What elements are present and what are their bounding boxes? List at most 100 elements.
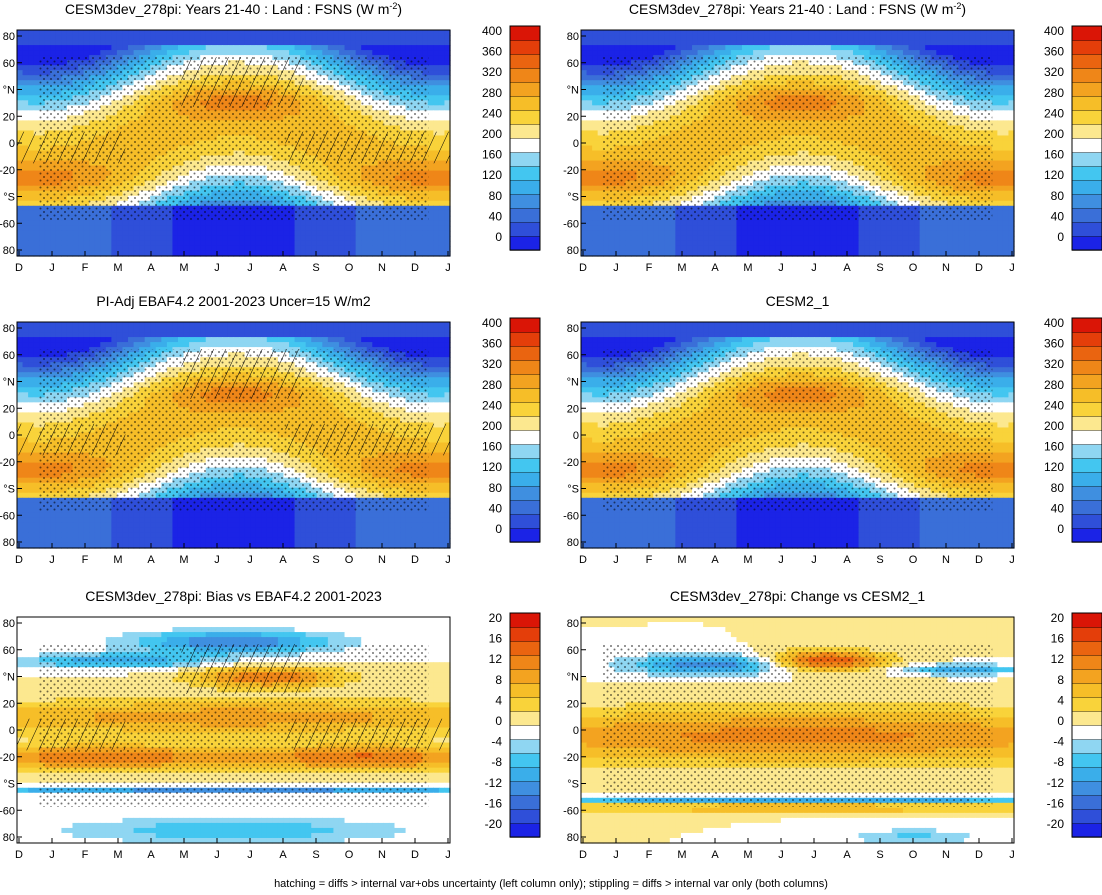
heatmap-cell [294, 220, 301, 227]
heatmap-cell [44, 230, 51, 237]
y-tick-label: 0 [9, 138, 15, 150]
heatmap-cell [233, 220, 240, 227]
heatmap-cell [216, 225, 223, 232]
heatmap-cell [361, 245, 368, 252]
heatmap-cell [344, 235, 351, 242]
heatmap-cell [194, 30, 201, 36]
heatmap-cell [166, 45, 174, 51]
heatmap-cell [250, 30, 257, 36]
heatmap-cell [919, 40, 926, 46]
heatmap-cell [825, 35, 832, 41]
heatmap-cell [89, 245, 96, 252]
heatmap-cell [786, 35, 793, 41]
heatmap-cell [997, 50, 1004, 56]
heatmap-cell [50, 35, 57, 41]
colorbar-swatch [509, 67, 541, 83]
heatmap-cell [383, 235, 390, 242]
heatmap-cell [316, 30, 323, 36]
heatmap-cell [122, 235, 129, 242]
heatmap-cell [675, 30, 682, 36]
heatmap-cell [300, 30, 307, 36]
heatmap-cell [383, 225, 390, 232]
heatmap-cell [66, 225, 74, 232]
heatmap-cell [338, 225, 346, 232]
heatmap-cell [433, 225, 440, 232]
heatmap-cell [891, 30, 899, 36]
colorbar-swatch [509, 179, 541, 195]
heatmap-cell [227, 220, 235, 227]
heatmap-cell [94, 240, 101, 247]
heatmap-cell [22, 100, 29, 106]
heatmap-cell [33, 195, 40, 202]
heatmap-cell [433, 230, 440, 237]
heatmap-cell [725, 35, 732, 41]
heatmap-cell [936, 35, 943, 41]
heatmap-cell [692, 35, 699, 41]
heatmap-cell [211, 40, 218, 46]
heatmap-cell [150, 40, 157, 46]
heatmap-cell [66, 30, 74, 36]
heatmap-cell [322, 45, 329, 51]
heatmap-cell [305, 230, 312, 237]
heatmap-cell [377, 220, 384, 227]
heatmap-cell [89, 35, 96, 41]
heatmap-cell [239, 240, 246, 247]
heatmap-cell [433, 35, 440, 41]
heatmap-cell [433, 200, 440, 207]
heatmap-cell [33, 95, 40, 101]
heatmap-cell [200, 245, 207, 252]
heatmap-cell [89, 220, 96, 227]
heatmap-cell [730, 45, 738, 51]
x-tick-label: A [279, 262, 287, 274]
heatmap-cell [444, 80, 451, 86]
heatmap-cell [289, 230, 296, 237]
heatmap-cell [255, 50, 262, 56]
heatmap-cell [305, 45, 312, 51]
heatmap-cell [741, 50, 749, 56]
heatmap-cell [603, 50, 610, 56]
heatmap-cell [438, 225, 446, 232]
heatmap-cell [438, 125, 446, 132]
heatmap-cell [150, 30, 157, 36]
heatmap-cell [411, 50, 418, 56]
heatmap-cell [355, 225, 362, 232]
heatmap-cell [433, 100, 440, 106]
heatmap-cell [311, 235, 318, 242]
heatmap-cell [155, 30, 162, 36]
heatmap-cell [864, 45, 871, 51]
heatmap-cell [50, 30, 57, 36]
heatmap-cell [239, 35, 246, 41]
heatmap-cell [22, 80, 29, 86]
heatmap-cell [991, 100, 998, 106]
heatmap-cell [736, 35, 743, 41]
heatmap-cell [266, 45, 273, 51]
heatmap-cell [919, 50, 926, 56]
heatmap-cell [719, 35, 726, 41]
heatmap-cell [975, 30, 982, 36]
heatmap-cell [183, 230, 190, 237]
heatmap-cell [642, 30, 649, 36]
heatmap-cell [22, 185, 29, 192]
heatmap-cell [433, 170, 440, 177]
heatmap-cell [83, 30, 90, 36]
heatmap-cell [211, 240, 218, 247]
heatmap-cell [586, 30, 593, 36]
heatmap-cell [355, 45, 362, 51]
heatmap-cell [17, 190, 24, 197]
heatmap-cell [753, 45, 760, 51]
heatmap-cell [422, 45, 429, 51]
heatmap-cell [581, 105, 588, 111]
heatmap-cell [250, 50, 257, 56]
heatmap-cell [17, 215, 24, 222]
heatmap-cell [111, 30, 118, 36]
heatmap-cell [89, 235, 96, 242]
heatmap-cell [986, 50, 993, 56]
heatmap-cell [200, 240, 207, 247]
heatmap-cell [444, 210, 451, 217]
heatmap-cell [377, 45, 384, 51]
heatmap-cell [200, 40, 207, 46]
heatmap-cell [122, 50, 129, 56]
heatmap-cell [311, 35, 318, 41]
heatmap-cell [166, 40, 174, 46]
heatmap-cell [122, 30, 129, 36]
